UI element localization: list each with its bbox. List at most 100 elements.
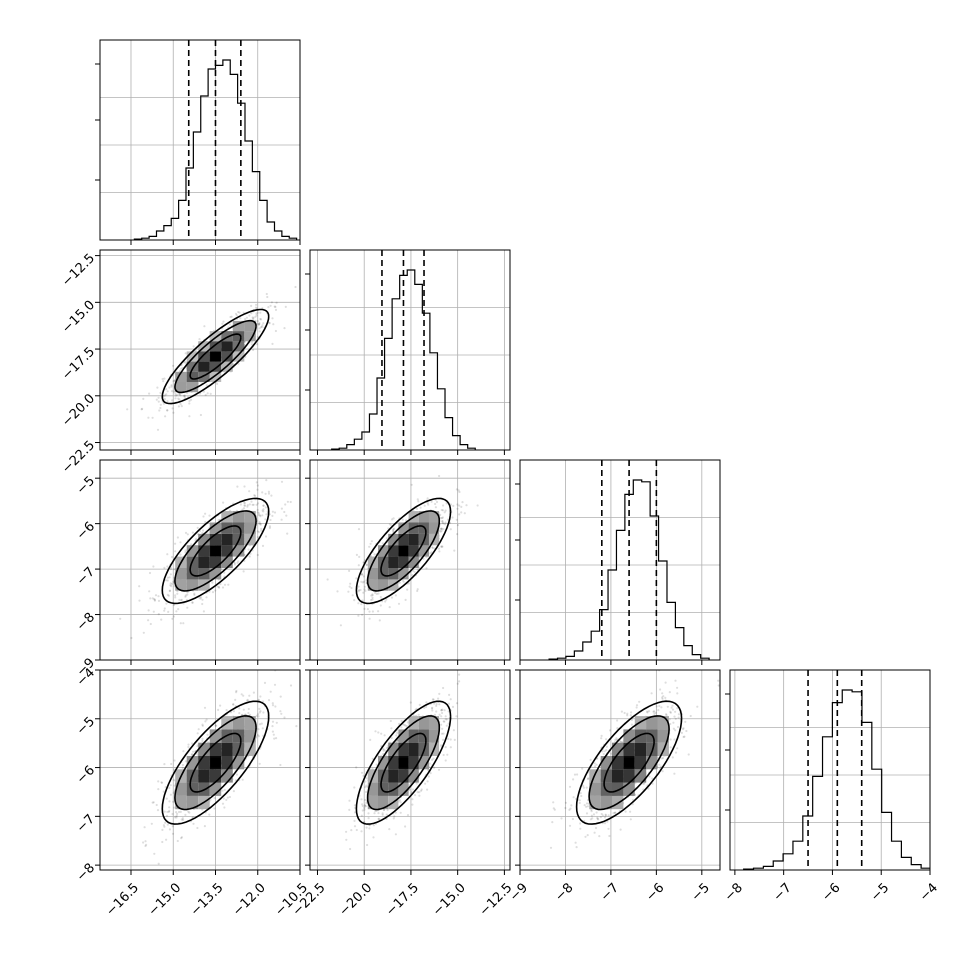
- density-block: [209, 341, 222, 352]
- scatter-point: [456, 507, 459, 510]
- scatter-point: [223, 583, 227, 586]
- scatter-point: [233, 563, 236, 566]
- scatter-point: [252, 348, 255, 352]
- scatter-point: [410, 483, 413, 486]
- scatter-point: [418, 794, 421, 797]
- scatter-point: [674, 679, 677, 682]
- scatter-point: [381, 542, 384, 545]
- scatter-point: [219, 704, 222, 707]
- scatter-point: [357, 585, 360, 588]
- scatter-point: [238, 712, 241, 715]
- density-block: [232, 341, 245, 352]
- scatter-point: [148, 590, 151, 593]
- scatter-point: [377, 731, 380, 734]
- scatter-point: [427, 775, 430, 778]
- scatter-point: [608, 834, 611, 838]
- scatter-point: [200, 596, 203, 599]
- density-block: [209, 331, 222, 342]
- scatter-point: [442, 753, 445, 757]
- scatter-point: [242, 507, 246, 510]
- scatter-point: [221, 322, 224, 325]
- density-block: [209, 556, 222, 568]
- scatter-point: [166, 553, 169, 556]
- scatter-point: [284, 305, 287, 308]
- scatter-point: [213, 797, 216, 800]
- scatter-point: [623, 711, 626, 715]
- scatter-point: [184, 595, 187, 598]
- scatter-point: [153, 599, 156, 602]
- scatter-point: [404, 825, 407, 828]
- scatter-point: [260, 326, 263, 329]
- scatter-point: [229, 315, 232, 319]
- scatter-point: [402, 580, 405, 583]
- scatter-point: [166, 593, 169, 597]
- scatter-point: [590, 810, 593, 813]
- density-block: [175, 795, 187, 810]
- scatter-point: [165, 393, 168, 396]
- scatter-point: [411, 798, 414, 801]
- scatter-point: [258, 323, 261, 326]
- density-block: [221, 533, 233, 546]
- scatter-point: [355, 553, 358, 557]
- scatter-point: [427, 503, 430, 506]
- scatter-point: [192, 345, 195, 348]
- scatter-point: [456, 503, 459, 506]
- scatter-point: [271, 730, 274, 733]
- scatter-point: [191, 601, 194, 604]
- scatter-point: [257, 531, 260, 534]
- scatter-point: [416, 588, 419, 591]
- scatter-point: [180, 837, 183, 840]
- scatter-point: [275, 721, 278, 724]
- scatter-point: [435, 500, 439, 504]
- scatter-point: [160, 781, 163, 784]
- scatter-point: [250, 500, 253, 503]
- scatter-point: [250, 304, 253, 307]
- panel-3-0: [95, 669, 325, 875]
- scatter-point: [203, 706, 207, 709]
- scatter-point: [262, 504, 265, 507]
- scatter-point: [246, 699, 249, 702]
- scatter-point: [443, 511, 446, 514]
- density-peak: [210, 545, 221, 556]
- scatter-point: [442, 504, 445, 507]
- scatter-point: [370, 594, 373, 597]
- scatter-point: [594, 826, 598, 830]
- density-block: [209, 361, 222, 372]
- scatter-point: [323, 685, 325, 687]
- scatter-point: [388, 606, 391, 609]
- scatter-point: [458, 673, 461, 676]
- scatter-point: [130, 636, 133, 640]
- scatter-point: [147, 416, 150, 419]
- scatter-point: [380, 732, 383, 735]
- scatter-point: [371, 598, 374, 601]
- scatter-point: [153, 852, 156, 855]
- scatter-point: [179, 403, 182, 406]
- scatter-point: [364, 780, 367, 783]
- scatter-point: [455, 488, 458, 491]
- scatter-point: [429, 552, 432, 555]
- scatter-point: [264, 518, 267, 521]
- scatter-point: [441, 521, 444, 525]
- panel-frame: [99, 459, 301, 661]
- scatter-point: [457, 489, 460, 492]
- scatter-point: [188, 402, 191, 405]
- scatter-point: [164, 415, 167, 418]
- density-block: [418, 729, 429, 743]
- scatter-point: [178, 398, 181, 401]
- scatter-point: [233, 562, 236, 565]
- density-block: [232, 545, 245, 557]
- scatter-point: [357, 614, 360, 617]
- scatter-point: [201, 723, 204, 726]
- scatter-point: [265, 479, 268, 482]
- scatter-point: [445, 724, 448, 727]
- scatter-point: [441, 727, 444, 730]
- scatter-point: [168, 576, 171, 579]
- scatter-point: [242, 708, 245, 711]
- scatter-point: [159, 403, 162, 406]
- density-block: [388, 556, 399, 568]
- scatter-point: [440, 517, 443, 520]
- scatter-point: [360, 771, 364, 774]
- scatter-point: [188, 399, 191, 403]
- scatter-point: [400, 726, 403, 729]
- scatter-point: [243, 502, 246, 505]
